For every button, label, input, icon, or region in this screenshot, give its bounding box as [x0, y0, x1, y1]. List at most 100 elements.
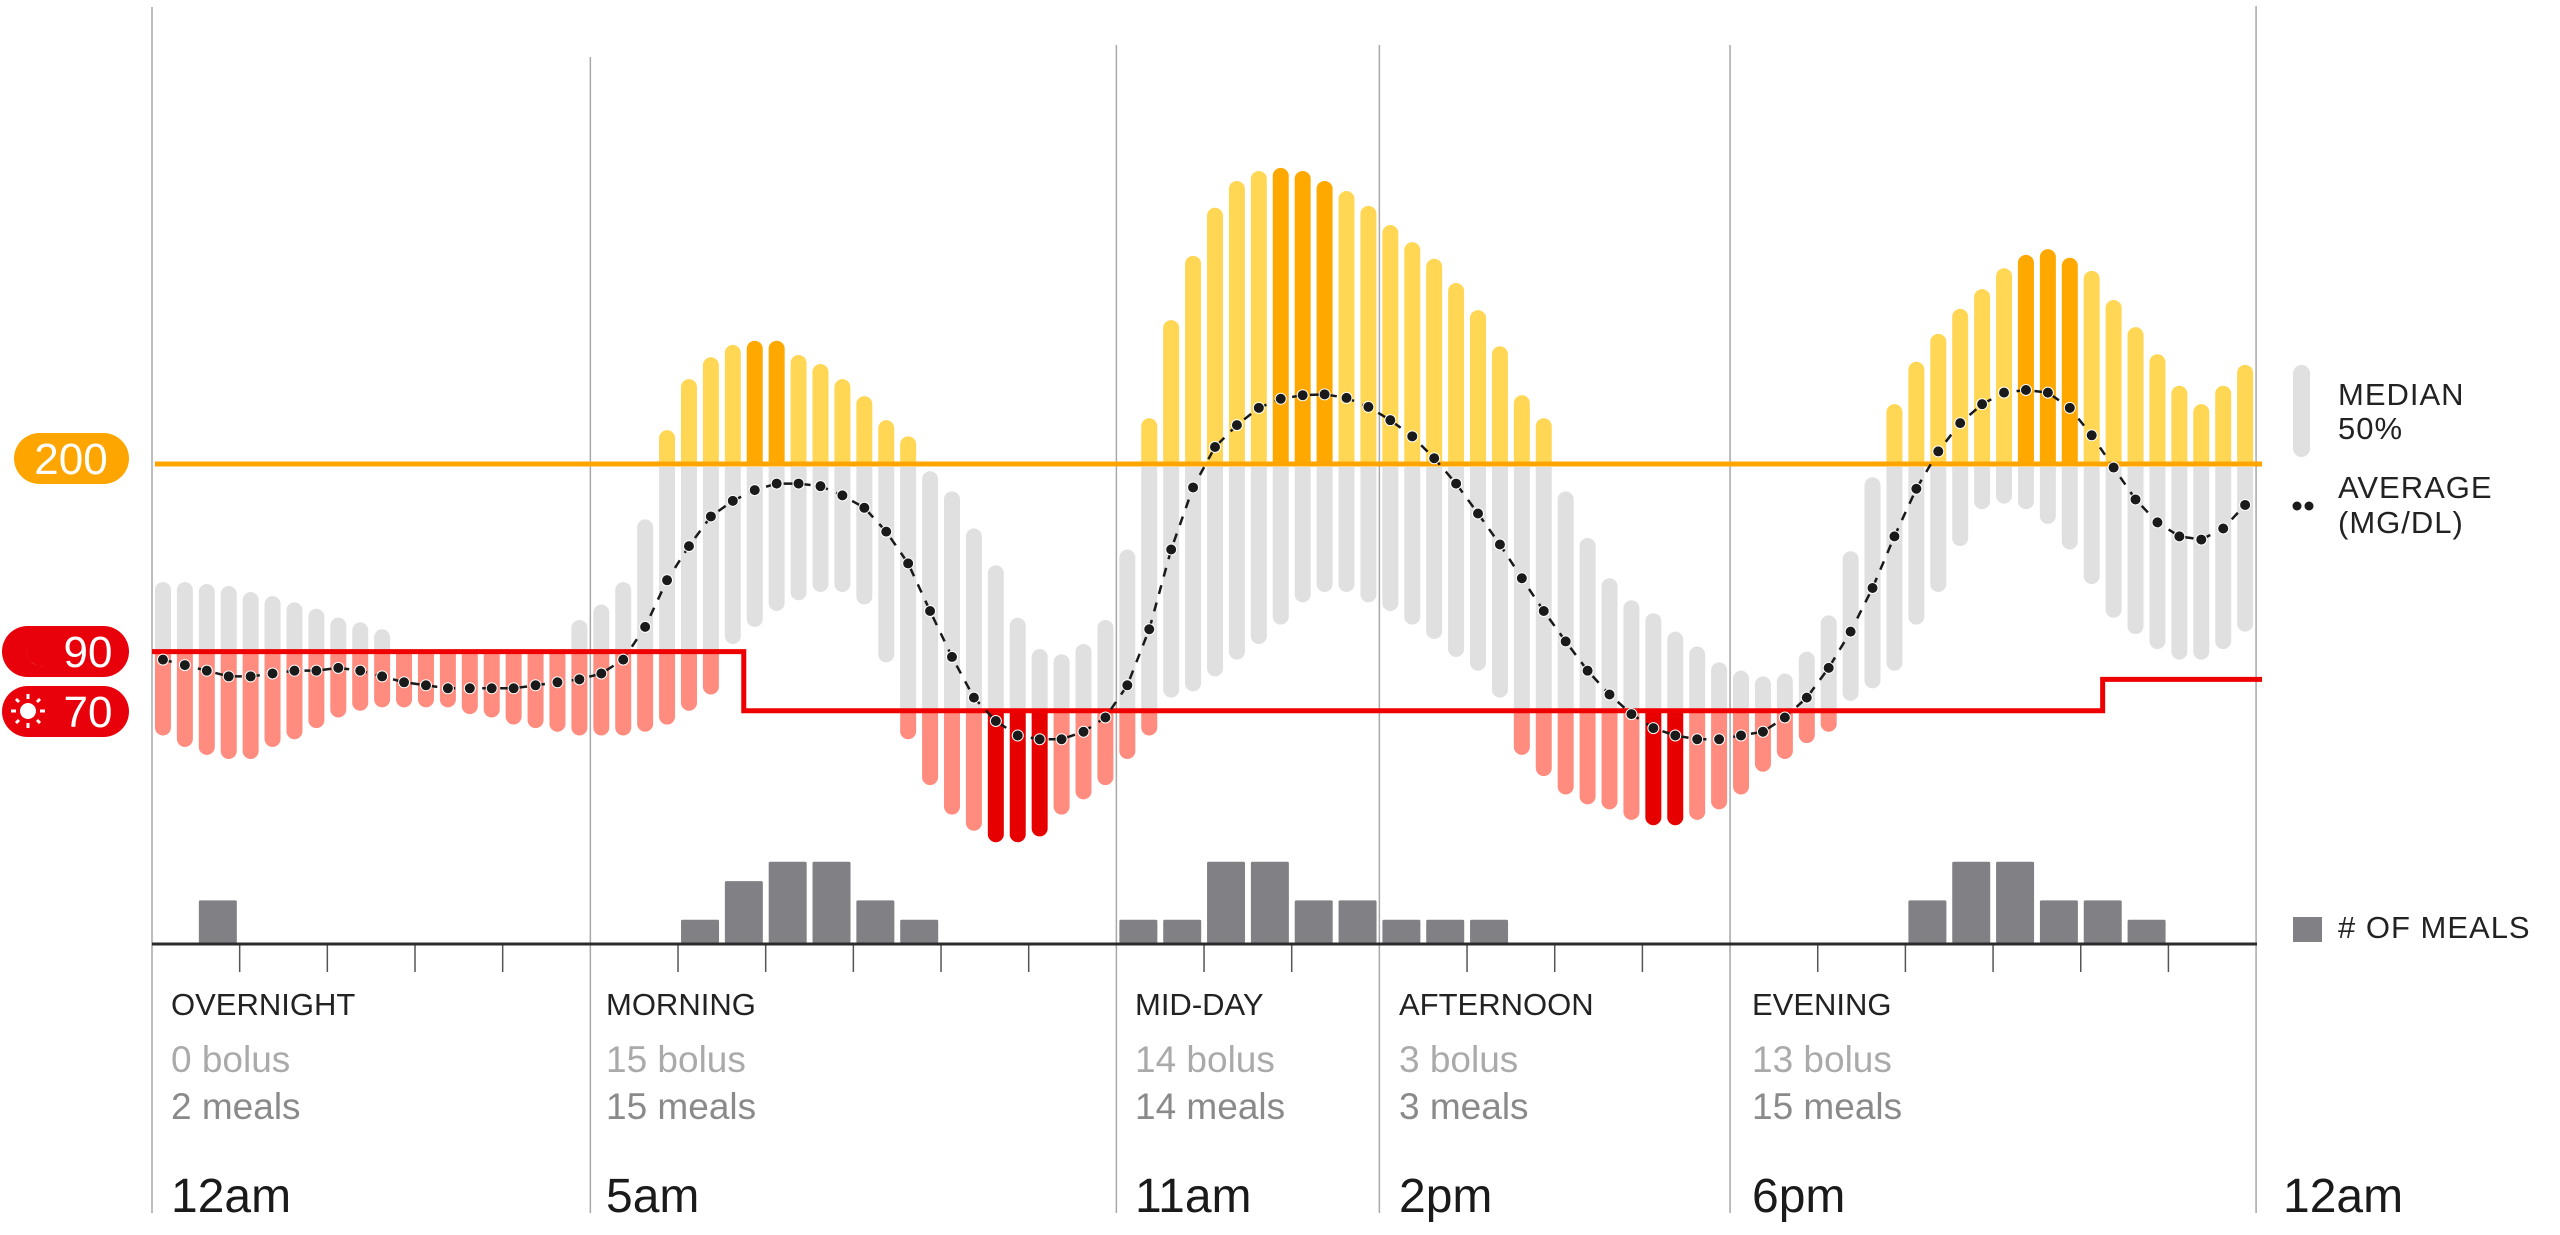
average-point — [310, 664, 323, 677]
average-point — [354, 664, 367, 677]
average-point — [463, 682, 476, 695]
threshold-lines — [152, 461, 2262, 714]
bar-below-low-threshold — [198, 651, 215, 755]
meals-bar — [812, 861, 851, 943]
bar-above-high-threshold — [834, 379, 851, 464]
bar-in-range — [198, 584, 215, 652]
bar-above-high-threshold — [1930, 333, 1947, 464]
average-point — [1230, 419, 1243, 432]
bar-above-high-threshold — [878, 420, 895, 464]
average-point — [902, 557, 915, 570]
bar-in-range — [1952, 467, 1969, 547]
legend-median-sublabel: 50% — [2338, 411, 2403, 446]
bar-in-range — [2171, 467, 2188, 660]
legend-average-sublabel: (MG/DL) — [2338, 505, 2464, 540]
bar-in-range — [154, 582, 171, 652]
bar-above-high-threshold — [1996, 268, 2013, 464]
bar-below-low-threshold — [593, 651, 610, 736]
bar-in-range — [1974, 467, 1991, 510]
meals-bar — [2083, 900, 2122, 943]
average-point — [748, 484, 761, 497]
bar-in-range — [571, 619, 588, 652]
legend-meals-label: # OF MEALS — [2338, 910, 2531, 945]
section-meal-count: 2 meals — [171, 1086, 301, 1127]
meals-bar — [1338, 900, 1377, 943]
low-day-threshold-badge: 70 — [2, 686, 129, 737]
bar-in-range — [1557, 491, 1574, 711]
average-point — [1450, 477, 1463, 490]
average-point — [1822, 661, 1835, 674]
bar-below-low-threshold — [1557, 710, 1574, 795]
bar-above-high-threshold — [746, 340, 763, 464]
section-start-time: 6pm — [1752, 1170, 1845, 1223]
average-point — [1362, 400, 1375, 413]
bar-in-range — [746, 467, 763, 627]
bar-below-low-threshold — [1075, 710, 1092, 800]
bar-below-low-threshold — [702, 651, 719, 695]
bar-below-low-threshold — [900, 710, 917, 740]
bar-below-low-threshold — [965, 710, 982, 831]
legend-average-dot — [2304, 501, 2314, 511]
bar-in-range — [987, 565, 1004, 711]
average-point — [792, 477, 805, 490]
bar-below-low-threshold — [615, 651, 632, 736]
average-point — [1472, 507, 1485, 520]
bar-in-range — [1426, 467, 1443, 639]
bar-above-high-threshold — [1338, 191, 1355, 464]
bar-in-range — [1360, 467, 1377, 603]
bar-in-range — [1119, 549, 1136, 711]
bar-above-high-threshold — [1141, 418, 1158, 464]
bar-in-range — [1711, 662, 1728, 711]
average-point — [1318, 388, 1331, 401]
average-point — [178, 659, 191, 672]
average-point — [1691, 733, 1704, 746]
average-point — [1143, 623, 1156, 636]
bar-in-range — [2193, 467, 2210, 660]
average-point — [2085, 429, 2098, 442]
bar-above-high-threshold — [2127, 327, 2144, 464]
bar-above-high-threshold — [812, 364, 829, 464]
bar-in-range — [374, 629, 391, 652]
bar-in-range — [1185, 467, 1202, 692]
bar-in-range — [1908, 467, 1925, 625]
section-bolus-count: 14 bolus — [1135, 1039, 1275, 1080]
median-range-bars — [154, 167, 2254, 843]
section-meal-count: 14 meals — [1135, 1086, 1285, 1127]
average-point — [1165, 543, 1178, 556]
bar-in-range — [659, 467, 676, 652]
average-point — [639, 620, 652, 633]
bar-in-range — [1513, 467, 1530, 711]
average-point — [529, 679, 542, 692]
meals-bar — [1294, 900, 1333, 943]
bar-in-range — [1294, 467, 1311, 603]
bar-above-high-threshold — [768, 340, 785, 464]
meals-bar — [1996, 861, 2035, 943]
average-point — [1537, 604, 1550, 617]
bar-above-high-threshold — [2017, 254, 2034, 464]
bar-above-high-threshold — [1360, 205, 1377, 464]
bar-below-low-threshold — [1623, 710, 1640, 820]
bar-above-high-threshold — [1163, 320, 1180, 464]
meals-bar — [1426, 919, 1465, 943]
hour-ticks — [238, 944, 2170, 972]
bar-in-range — [220, 586, 237, 652]
meals-bar — [856, 900, 895, 943]
bar-in-range — [1097, 619, 1114, 711]
bar-above-high-threshold — [702, 357, 719, 464]
bar-in-range — [1733, 670, 1750, 711]
bar-above-high-threshold — [724, 344, 741, 464]
average-point — [288, 664, 301, 677]
meals-bar — [1250, 861, 1289, 943]
bar-in-range — [1776, 673, 1793, 711]
section-start-time: 11am — [1135, 1170, 1252, 1223]
meals-bar — [1382, 919, 1421, 943]
average-point — [1033, 733, 1046, 746]
bar-in-range — [790, 467, 807, 601]
bar-below-low-threshold — [1119, 710, 1136, 759]
bar-below-low-threshold — [1776, 710, 1793, 759]
section-start-time: 5am — [606, 1170, 699, 1223]
bar-above-high-threshold — [1448, 283, 1465, 464]
bar-in-range — [834, 467, 851, 593]
average-point — [573, 673, 586, 686]
bar-above-high-threshold — [1316, 180, 1333, 464]
